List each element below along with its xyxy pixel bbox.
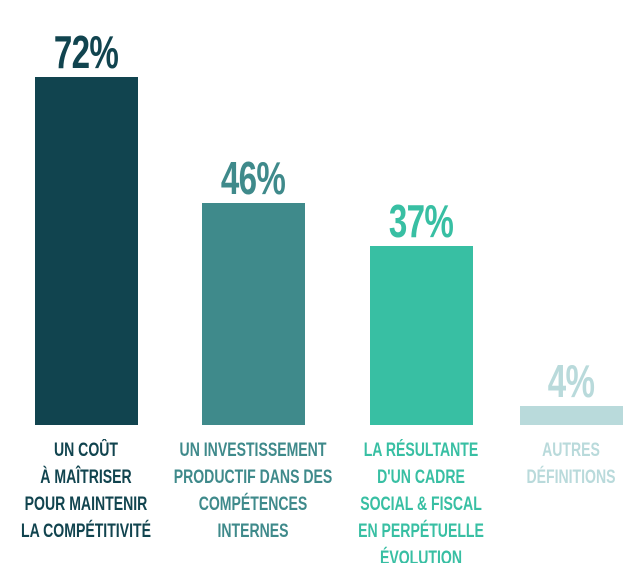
value-label: 72% [53, 26, 119, 79]
category-label: UN COÛT À MAÎTRISER POUR MAINTENIR LA CO… [21, 440, 151, 542]
value-label: 46% [220, 151, 286, 204]
value-label: 4% [547, 354, 595, 407]
value-label: 37% [388, 195, 454, 248]
category-label: LA RÉSULTANTE D'UN CADRE SOCIAL & FISCAL… [358, 440, 484, 563]
bar [201, 202, 305, 425]
category-label: UN INVESTISSEMENT PRODUCTIF DANS DES COM… [173, 440, 333, 542]
bar [34, 77, 138, 425]
bar [369, 246, 473, 425]
bar [519, 405, 623, 425]
category-label: AUTRES DÉFINITIONS [526, 440, 616, 488]
